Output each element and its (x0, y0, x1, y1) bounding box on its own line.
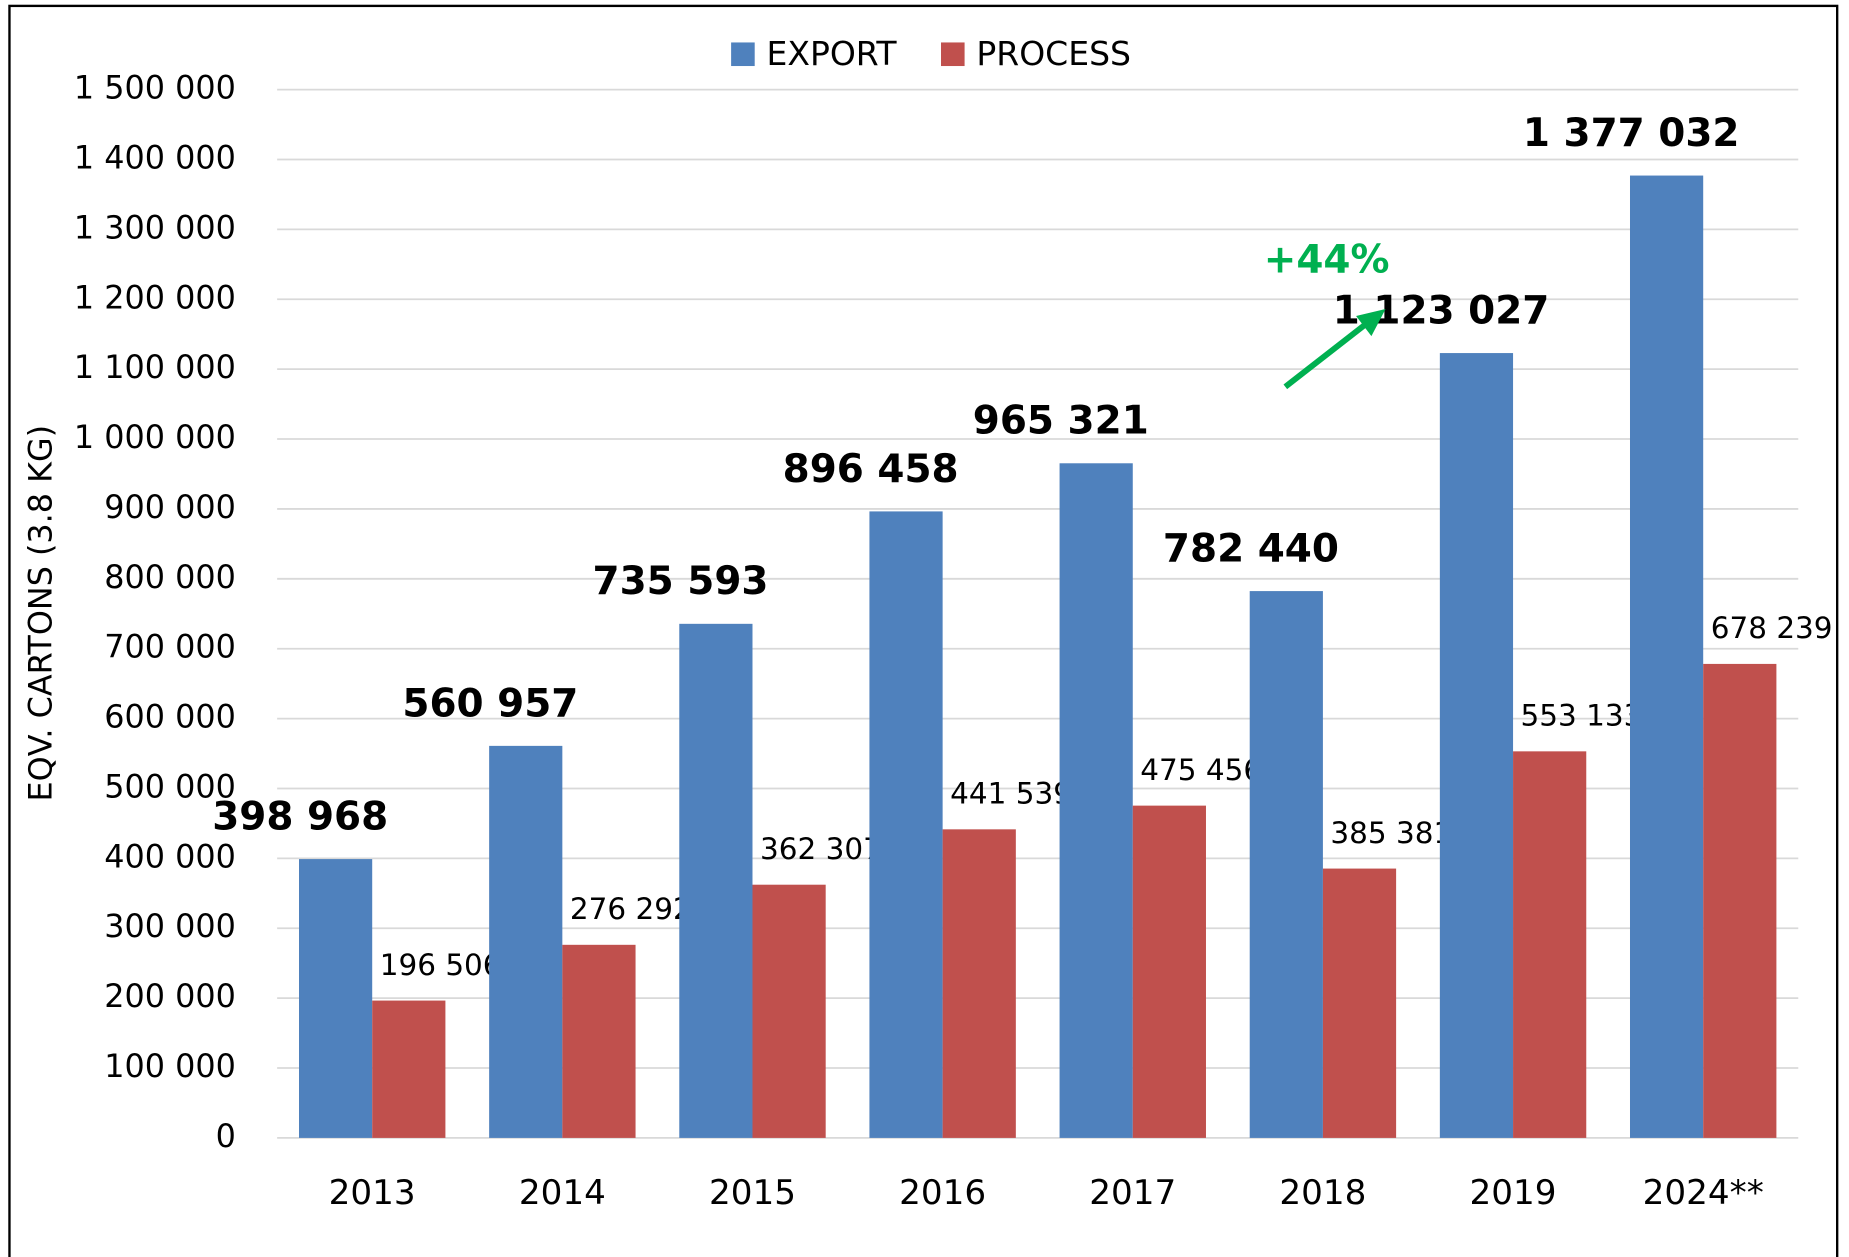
bar (869, 511, 943, 1138)
bar (1439, 353, 1514, 1138)
y-tick-label: 0 (216, 1117, 236, 1155)
y-tick-label: 100 000 (104, 1047, 236, 1085)
data-label: 782 440 (1163, 526, 1339, 571)
x-tick-label: 2017 (1089, 1173, 1176, 1213)
x-tick-label: 2024** (1643, 1173, 1764, 1213)
data-label: 385 381 (1330, 816, 1452, 850)
y-tick-label: 1 500 000 (74, 69, 236, 107)
legend-swatch (941, 42, 965, 67)
bar (1513, 751, 1587, 1138)
x-tick-label: 2016 (899, 1173, 986, 1213)
y-tick-label: 1 000 000 (74, 418, 236, 456)
bar (1059, 463, 1133, 1138)
x-tick-label: 2019 (1470, 1173, 1557, 1213)
annotation-arrow (1283, 318, 1373, 390)
y-tick-label: 1 200 000 (74, 278, 236, 316)
legend-label: PROCESS (976, 34, 1131, 73)
x-tick-label: 2013 (329, 1173, 416, 1213)
y-tick-label: 400 000 (104, 837, 236, 875)
y-tick-label: 800 000 (104, 558, 236, 596)
bar (752, 884, 826, 1138)
bar (562, 944, 636, 1138)
y-tick-label: 900 000 (104, 488, 236, 526)
data-label: 678 239 (1711, 611, 1833, 645)
data-label: 276 292 (570, 892, 692, 926)
bar (1629, 175, 1704, 1138)
y-tick-label: 600 000 (104, 698, 236, 736)
y-tick-label: 1 300 000 (74, 208, 236, 246)
bar (1703, 663, 1777, 1138)
bar (489, 745, 563, 1138)
bar (942, 829, 1016, 1138)
data-label: 553 133 (1521, 699, 1643, 733)
data-label: 475 456 (1140, 753, 1262, 787)
x-tick-label: 2018 (1279, 1173, 1366, 1213)
legend-label: EXPORT (766, 34, 897, 73)
x-tick-label: 2014 (519, 1173, 606, 1213)
data-label: 896 458 (783, 447, 959, 492)
data-label: 735 593 (593, 559, 769, 604)
data-label: 196 506 (380, 948, 502, 982)
bar (1322, 868, 1397, 1138)
annotation: +44% (1264, 237, 1390, 282)
data-label: 441 539 (950, 777, 1072, 811)
bar (1132, 805, 1206, 1138)
y-tick-label: 1 400 000 (74, 139, 236, 177)
bar (372, 1000, 446, 1138)
bar (1249, 591, 1323, 1138)
data-label: 398 968 (212, 794, 388, 839)
y-axis-label: EQV. CARTONS (3.8 KG) (21, 425, 59, 802)
data-label: 965 321 (973, 399, 1149, 444)
y-tick-label: 1 100 000 (74, 348, 236, 386)
y-tick-label: 700 000 (104, 628, 236, 666)
y-tick-label: 500 000 (104, 767, 236, 805)
chart-frame (8, 4, 1839, 1257)
annotation-arrowhead (1356, 308, 1386, 337)
data-label: 1 377 032 (1523, 111, 1740, 156)
bar (679, 623, 753, 1138)
x-tick-label: 2015 (709, 1173, 796, 1213)
y-tick-label: 300 000 (104, 907, 236, 945)
bar (298, 859, 373, 1138)
data-label: 362 307 (760, 832, 882, 866)
y-tick-label: 200 000 (104, 977, 236, 1015)
data-label: 560 957 (402, 681, 578, 726)
legend-swatch (731, 42, 755, 67)
